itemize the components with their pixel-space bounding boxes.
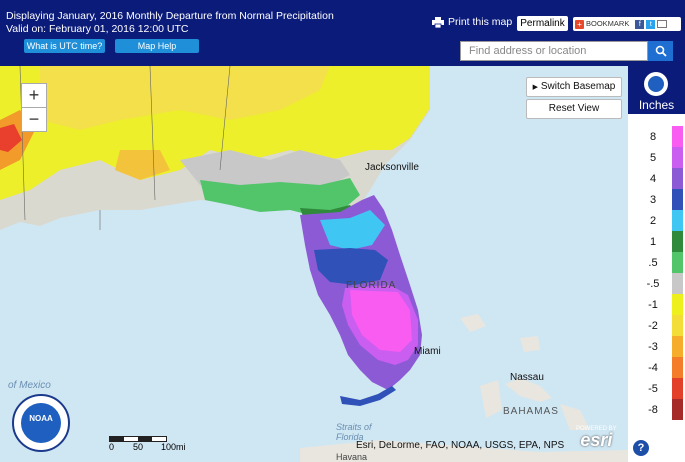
esri-powered-by: POWERED BY bbox=[576, 426, 617, 432]
legend-label: -2 bbox=[648, 320, 658, 332]
location-search-input[interactable]: Find address or location bbox=[460, 41, 648, 61]
zoom-out-button[interactable]: − bbox=[21, 107, 47, 132]
legend-label: -.5 bbox=[646, 278, 660, 290]
help-icon[interactable]: ? bbox=[633, 440, 649, 456]
label-nassau: Nassau bbox=[510, 372, 544, 383]
scale-bar: 0 50 100mi bbox=[109, 436, 186, 452]
legend-label: 1 bbox=[649, 236, 657, 248]
scale-tick-50: 50 bbox=[133, 442, 144, 452]
legend-label: -5 bbox=[648, 383, 658, 395]
legend-swatch bbox=[672, 168, 683, 189]
map-canvas bbox=[0, 66, 628, 462]
utc-info-button[interactable]: What is UTC time? bbox=[24, 39, 105, 53]
map-title: Displaying January, 2016 Monthly Departu… bbox=[6, 10, 334, 22]
legend-label: -8 bbox=[648, 404, 658, 416]
bookmark-button[interactable]: + BOOKMARK f t bbox=[573, 17, 681, 31]
bookmark-label: BOOKMARK bbox=[586, 19, 630, 28]
label-miami: Miami bbox=[414, 346, 441, 357]
legend-label: -1 bbox=[648, 299, 658, 311]
map-attribution: Esri, DeLorme, FAO, NOAA, USGS, EPA, NPS bbox=[356, 440, 565, 451]
caret-right-icon: ▶ bbox=[532, 84, 539, 91]
legend-swatch bbox=[672, 189, 683, 210]
legend-swatch bbox=[672, 315, 683, 336]
zoom-in-button[interactable]: + bbox=[21, 83, 47, 108]
noaa-logo: NOAA bbox=[12, 394, 70, 452]
legend-swatch bbox=[672, 357, 683, 378]
legend-label: .5 bbox=[648, 257, 658, 269]
legend-swatch bbox=[672, 147, 683, 168]
legend-swatch bbox=[672, 294, 683, 315]
esri-logo: POWERED BY esri bbox=[576, 426, 617, 450]
scale-tick-100: 100mi bbox=[161, 442, 186, 452]
legend-label: 4 bbox=[649, 173, 657, 185]
label-gulf-of-mexico: of Mexico bbox=[8, 380, 51, 391]
map-help-button[interactable]: Map Help bbox=[115, 39, 199, 53]
legend-swatch bbox=[672, 210, 683, 231]
print-label: Print this map bbox=[448, 16, 513, 28]
legend-swatch bbox=[672, 399, 683, 420]
legend-swatch bbox=[672, 126, 683, 147]
esri-name: esri bbox=[580, 430, 613, 450]
facebook-icon[interactable]: f bbox=[635, 19, 645, 29]
noaa-badge-icon bbox=[644, 72, 668, 96]
permalink-button[interactable]: Permalink bbox=[517, 16, 568, 31]
email-icon[interactable] bbox=[657, 20, 668, 28]
printer-icon bbox=[432, 17, 444, 29]
legend-label: 2 bbox=[649, 215, 657, 227]
legend-swatch bbox=[672, 252, 683, 273]
legend-swatch bbox=[672, 273, 683, 294]
header-bar: Displaying January, 2016 Monthly Departu… bbox=[0, 0, 685, 66]
search-button[interactable] bbox=[648, 41, 673, 61]
legend-label: -4 bbox=[648, 362, 658, 374]
label-jacksonville: Jacksonville bbox=[365, 162, 419, 173]
legend-header: Inches bbox=[628, 66, 685, 114]
legend-swatch bbox=[672, 378, 683, 399]
switch-basemap-label: Switch Basemap bbox=[540, 81, 616, 92]
legend-label: -3 bbox=[648, 341, 658, 353]
legend-swatch bbox=[672, 336, 683, 357]
legend-label: 3 bbox=[649, 194, 657, 206]
plus-icon: + bbox=[575, 19, 584, 29]
label-straits-of-florida: Straits of Florida bbox=[336, 422, 372, 442]
label-florida: FLORIDA bbox=[346, 280, 397, 291]
print-map-link[interactable]: Print this map bbox=[432, 16, 513, 29]
legend-label: 8 bbox=[649, 131, 657, 143]
label-havana: Havana bbox=[336, 452, 368, 462]
switch-basemap-button[interactable]: ▶ Switch Basemap bbox=[526, 77, 622, 97]
valid-date: Valid on: February 01, 2016 12:00 UTC bbox=[6, 23, 189, 35]
label-bahamas: BAHAMAS bbox=[503, 406, 559, 417]
legend-swatch bbox=[672, 231, 683, 252]
legend-unit: Inches bbox=[638, 98, 675, 112]
twitter-icon[interactable]: t bbox=[646, 19, 656, 29]
legend-label: 5 bbox=[649, 152, 657, 164]
legend-panel: Inches 8 5 4 3 2 1 .5 -.5 -1 -2 -3 -4 -5 -8 ? bbox=[628, 66, 685, 462]
precipitation-map[interactable]: + − ▶ Switch Basemap Reset View Jacksonv… bbox=[0, 66, 628, 462]
noaa-logo-text: NOAA bbox=[21, 403, 61, 443]
scale-tick-0: 0 bbox=[109, 442, 115, 452]
search-icon bbox=[655, 45, 667, 57]
reset-view-button[interactable]: Reset View bbox=[526, 99, 622, 119]
